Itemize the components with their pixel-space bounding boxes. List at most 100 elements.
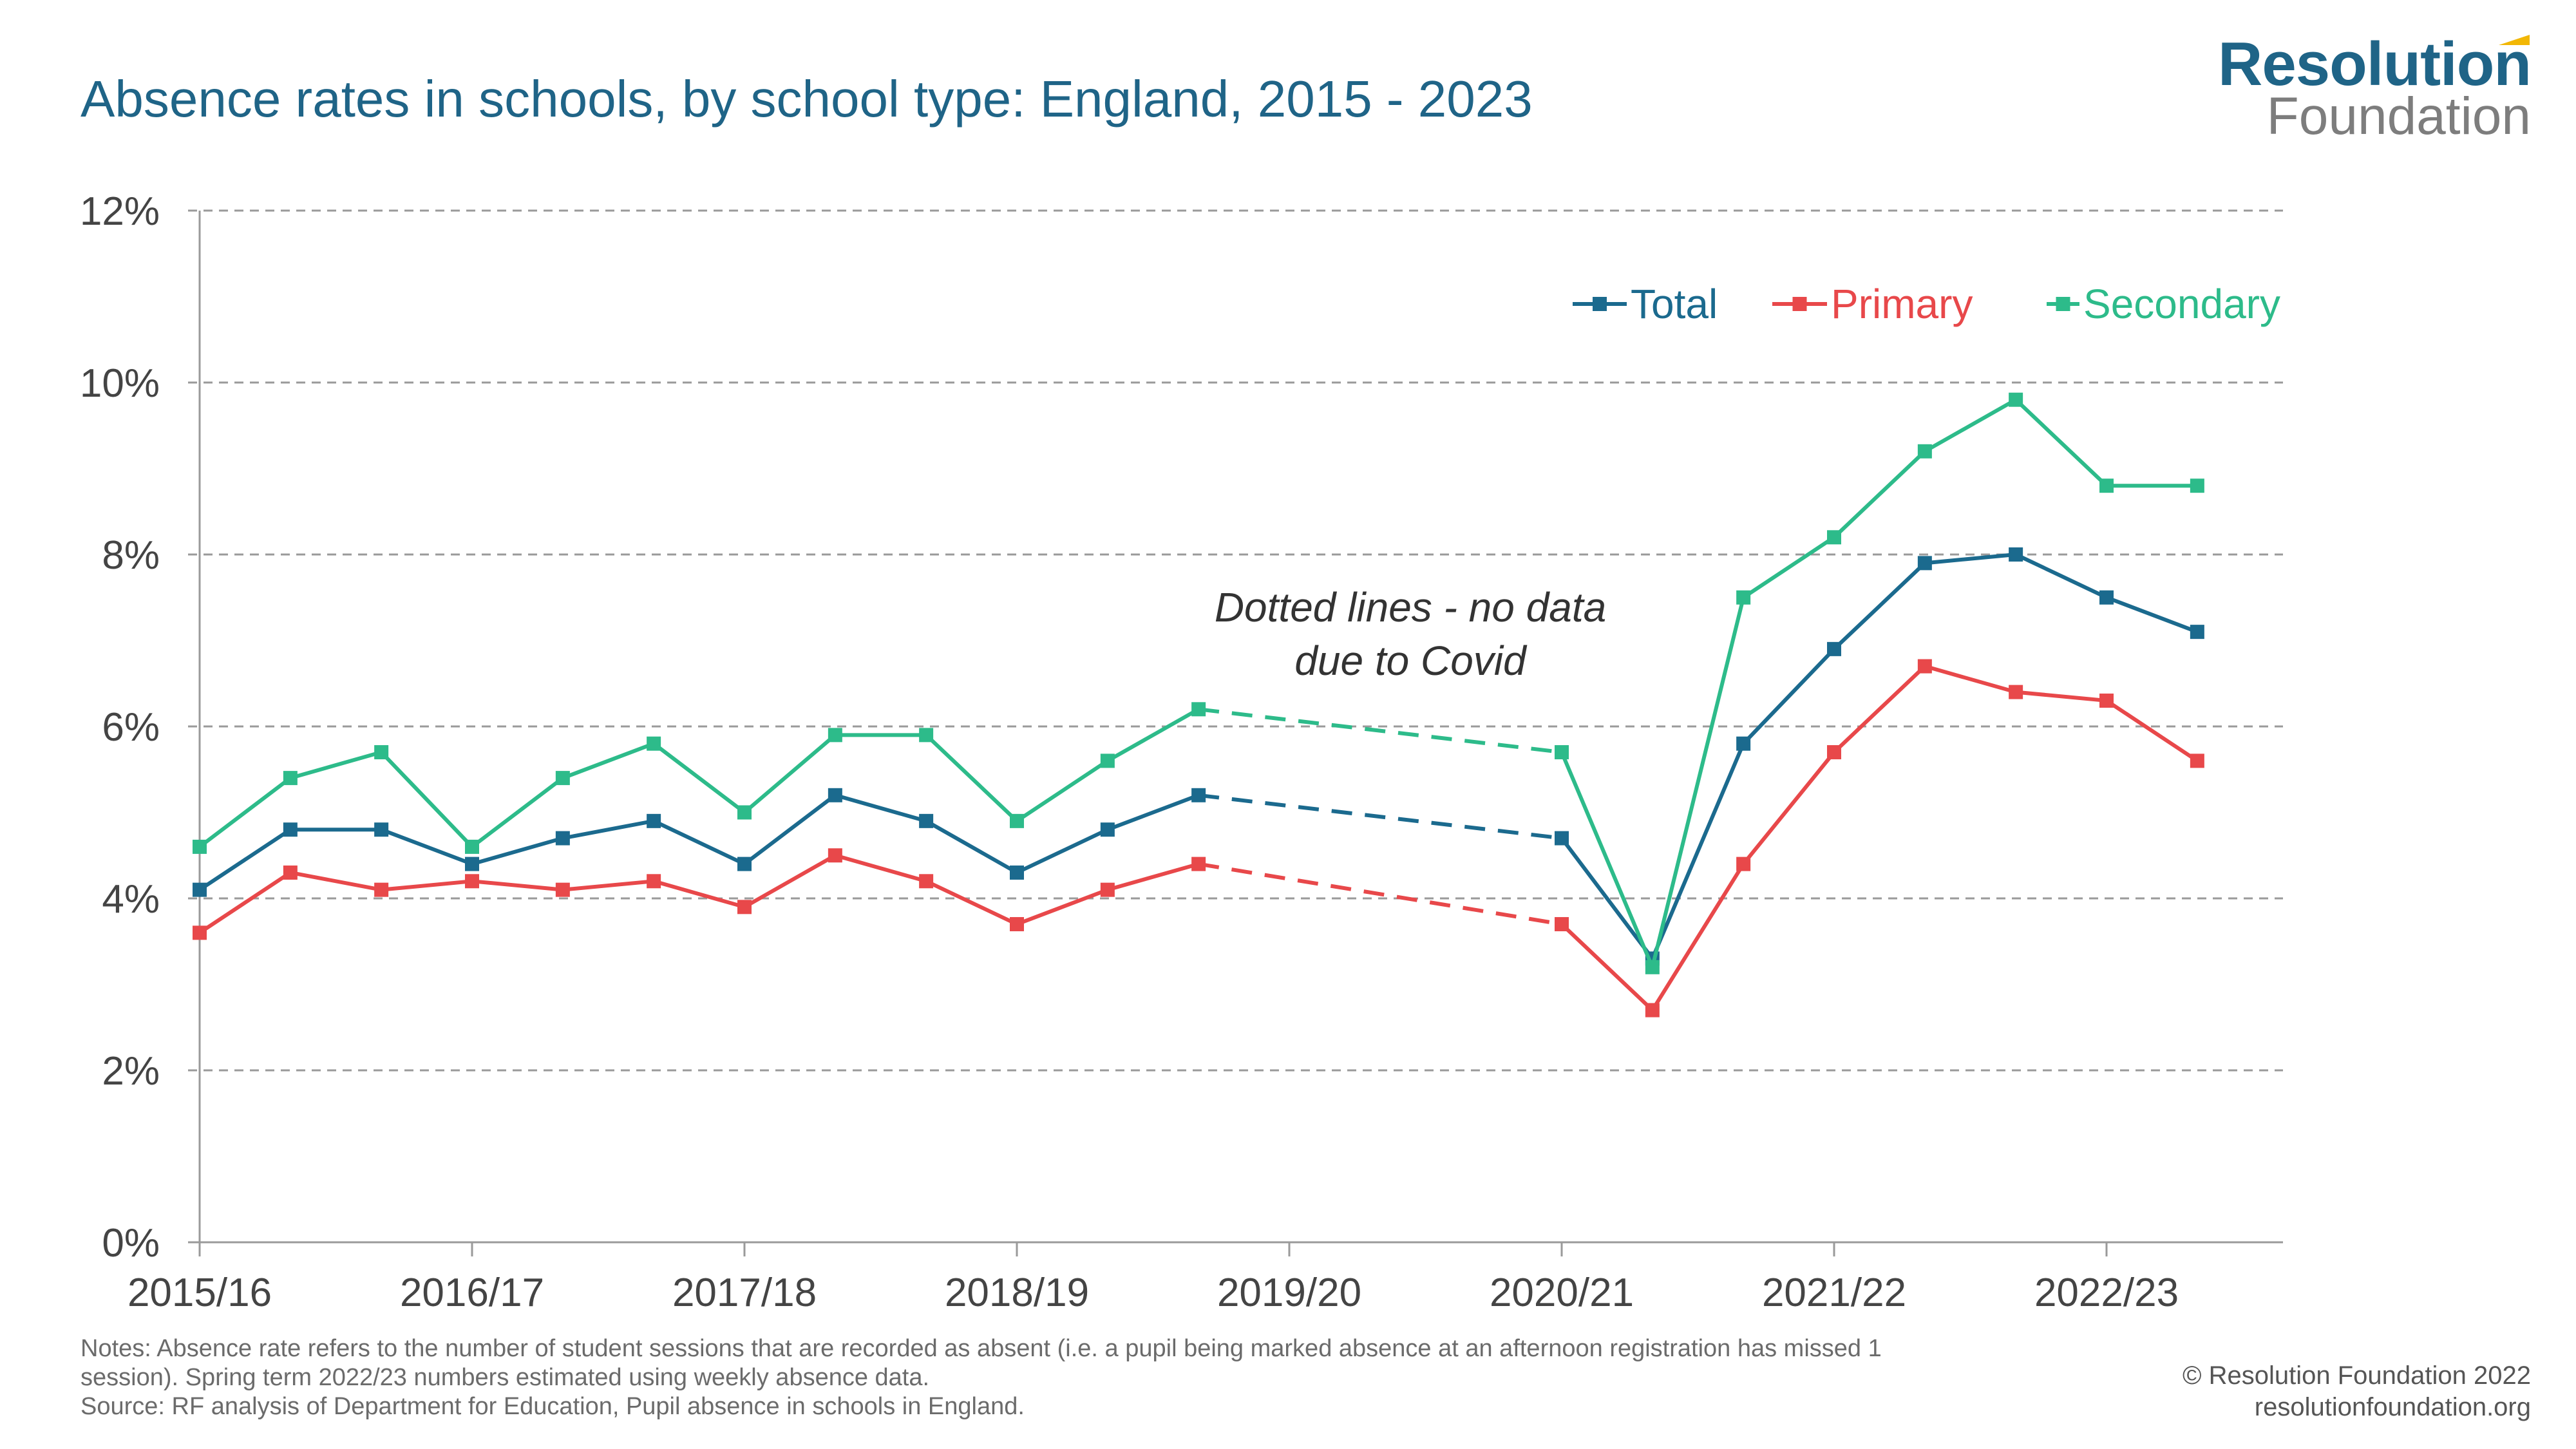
secondary-data-point (1827, 530, 1841, 545)
series-total (193, 547, 2204, 966)
x-tick-label: 2019/20 (1217, 1271, 1361, 1315)
x-tick-label: 2017/18 (672, 1271, 817, 1315)
x-tick-label: 2022/23 (2034, 1271, 2179, 1315)
chart-title: Absence rates in schools, by school type… (80, 70, 1533, 128)
secondary-line-segment (924, 733, 1019, 823)
secondary-data-point (737, 805, 752, 820)
primary-data-point (828, 848, 842, 863)
primary-line-segment (2014, 690, 2108, 703)
total-data-point (1917, 556, 1932, 571)
total-line-segment (2105, 595, 2199, 634)
primary-data-point (374, 882, 389, 897)
covid-annotation-line1: Dotted lines - no data (1215, 584, 1606, 630)
primary-line-segment (1105, 862, 1201, 892)
secondary-data-point (1555, 745, 1569, 760)
x-tick-label: 2016/17 (400, 1271, 544, 1315)
secondary-data-point (2190, 478, 2204, 493)
total-line-segment (652, 819, 746, 866)
secondary-line-segment (198, 776, 292, 849)
total-data-point (2099, 590, 2114, 605)
secondary-data-point (1917, 444, 1932, 459)
legend-label: Primary (1831, 281, 1973, 327)
secondary-line-segment (470, 776, 565, 849)
secondary-data-point (1645, 960, 1660, 974)
primary-data-point (1736, 857, 1751, 871)
primary-data-point (1917, 659, 1932, 674)
primary-line-segment (833, 853, 929, 884)
total-data-point (1010, 865, 1024, 880)
primary-data-point (1645, 1003, 1660, 1018)
legend-label: Total (1631, 281, 1718, 327)
primary-data-point (1100, 882, 1115, 897)
x-tick-label: 2021/22 (1762, 1271, 1906, 1315)
primary-line-segment (2105, 698, 2199, 763)
website-url: resolutionfoundation.org (2254, 1392, 2531, 1421)
gridlines (188, 209, 2283, 1072)
secondary-line-segment (560, 741, 656, 781)
total-data-point (1736, 736, 1751, 751)
total-data-point (1555, 831, 1569, 846)
secondary-data-point (1010, 813, 1024, 828)
total-line-segment (743, 793, 837, 866)
logo-sub-text: Foundation (2266, 87, 2531, 146)
primary-data-point (1555, 917, 1569, 932)
primary-data-point (1191, 857, 1206, 871)
y-tick-label: 12% (80, 189, 160, 234)
covid-annotation-line2: due to Covid (1294, 638, 1528, 684)
axes: 0% 2% 4% 6% 8% 10% 12% 2015/16 2016/17 2017/18 201… (80, 189, 2283, 1315)
primary-line-segment (560, 879, 656, 892)
primary-data-point (1827, 745, 1841, 760)
total-data-point (465, 857, 479, 871)
series-lines (193, 392, 2204, 1018)
total-line-segment (470, 836, 565, 866)
secondary-line-segment (1560, 750, 1654, 969)
total-line-segment (833, 793, 929, 823)
primary-line-segment (1922, 664, 2018, 694)
secondary-data-point (919, 728, 934, 743)
total-data-point (919, 813, 934, 828)
total-data-point (2009, 547, 2023, 562)
total-line-segment (1560, 836, 1654, 961)
resolution-foundation-logo: Resolution Foundation (2218, 33, 2532, 146)
total-line-segment (1832, 561, 1927, 651)
x-tick-label: 2015/16 (128, 1271, 272, 1315)
secondary-data-point (2099, 478, 2114, 493)
secondary-data-point (647, 736, 661, 751)
secondary-data-point (1191, 702, 1206, 717)
secondary-line-segment (652, 741, 746, 815)
total-data-point (1827, 641, 1841, 656)
secondary-line-segment (1650, 595, 1746, 969)
copyright-text: © Resolution Foundation 2022 (2183, 1361, 2531, 1390)
primary-data-point (283, 865, 298, 880)
legend-swatch-marker (2056, 297, 2070, 311)
legend-item-total: Total (1573, 281, 1718, 327)
total-data-point (828, 788, 842, 802)
primary-line-segment (1741, 750, 1836, 866)
annotation: Dotted lines - no data due to Covid (1215, 584, 1606, 684)
legend-swatch-marker (1593, 297, 1607, 311)
total-line-segment (560, 819, 656, 840)
secondary-data-point (1100, 753, 1115, 768)
primary-line-segment (470, 879, 565, 892)
primary-line-segment (924, 879, 1019, 927)
primary-line-segment (1832, 664, 1927, 755)
total-data-point (193, 882, 207, 897)
secondary-line-segment (1922, 397, 2018, 453)
total-line-segment (2014, 553, 2108, 600)
primary-line-segment (1650, 862, 1746, 1012)
secondary-data-point (1736, 590, 1751, 605)
y-tick-label: 4% (102, 877, 160, 922)
series-secondary (193, 392, 2204, 974)
secondary-line-segment (1015, 759, 1110, 823)
secondary-data-point (283, 771, 298, 786)
y-tick-label: 0% (102, 1221, 160, 1265)
notes-line-2: session). Spring term 2022/23 numbers es… (80, 1363, 930, 1391)
secondary-data-point (555, 771, 570, 786)
total-data-point (1191, 788, 1206, 802)
secondary-data-point (193, 839, 207, 854)
total-data-point (1100, 822, 1115, 837)
primary-data-point (193, 925, 207, 940)
legend: Total Primary Secondary (1573, 281, 2280, 327)
secondary-line-segment (288, 750, 384, 781)
